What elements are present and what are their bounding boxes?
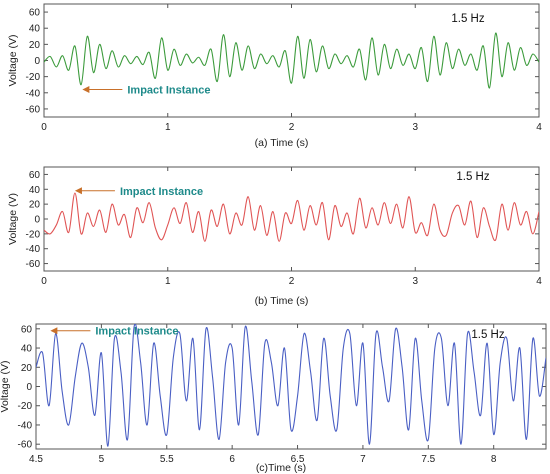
x-tick-label: 4	[536, 122, 542, 133]
y-tick-label: -60	[18, 440, 33, 451]
y-axis-title: Voltage (V)	[7, 193, 19, 245]
frequency-label: 1.5 Hz	[471, 329, 504, 341]
y-tick-label: -60	[26, 104, 41, 115]
annotation-text: Impact Instance	[95, 326, 178, 338]
y-tick-label: -40	[18, 420, 33, 431]
plot-frame	[43, 3, 540, 118]
annotation-text: Impact Instance	[127, 85, 210, 97]
x-tick-label: 3	[412, 276, 418, 287]
y-tick-label: 60	[29, 8, 41, 19]
y-tick-label: 0	[26, 382, 32, 393]
x-tick-label: 7	[360, 454, 366, 465]
x-tick-label: 4.5	[29, 454, 43, 465]
y-tick-label: 40	[29, 185, 41, 196]
x-tick-label: 1	[165, 276, 171, 287]
y-tick-label: 40	[29, 24, 41, 35]
x-tick-label: 4	[536, 276, 542, 287]
x-tick-label: 2	[289, 276, 295, 287]
panel-caption: (c)Time (s)	[256, 462, 306, 474]
y-tick-label: 0	[34, 215, 40, 226]
x-tick-label: 7.5	[421, 454, 435, 465]
annotation-arrow-head	[74, 187, 82, 195]
y-tick-label: -40	[26, 244, 41, 255]
x-tick-label: 6	[229, 454, 235, 465]
y-tick-label: -20	[26, 229, 41, 240]
y-tick-label: -20	[18, 401, 33, 412]
frequency-label: 1.5 Hz	[451, 13, 484, 25]
annotation-arrow-head	[82, 86, 90, 94]
plot-frame	[43, 166, 540, 272]
y-tick-label: 20	[29, 40, 41, 51]
panel-caption: (a) Time (s)	[255, 137, 309, 149]
y-tick-label: 20	[29, 200, 41, 211]
x-tick-label: 6.5	[291, 454, 305, 465]
y-tick-label: 60	[29, 170, 41, 181]
x-tick-label: 8	[491, 454, 497, 465]
y-tick-label: -20	[26, 72, 41, 83]
y-tick-label: 60	[21, 324, 33, 335]
x-tick-label: 0	[41, 276, 47, 287]
signal-trace	[44, 192, 539, 242]
y-axis-title: Voltage (V)	[0, 361, 11, 413]
annotation-text: Impact Instance	[120, 186, 203, 198]
y-tick-label: 20	[21, 363, 33, 374]
y-tick-label: -60	[26, 259, 41, 270]
y-axis-title: Voltage (V)	[7, 35, 19, 87]
y-tick-label: -40	[26, 88, 41, 99]
x-tick-label: 2	[289, 122, 295, 133]
x-tick-label: 0	[41, 122, 47, 133]
annotation-arrow-head	[50, 327, 58, 335]
x-tick-label: 1	[165, 122, 171, 133]
x-tick-label: 5.5	[160, 454, 174, 465]
panel-caption: (b) Time (s)	[255, 295, 309, 307]
signal-trace	[36, 324, 546, 447]
y-tick-label: 0	[34, 56, 40, 67]
y-tick-label: 40	[21, 344, 33, 355]
x-tick-label: 3	[412, 122, 418, 133]
x-tick-label: 5	[99, 454, 105, 465]
panel-c: 60 40 20 0 -20 -40 -60 4.5 5 5.5 6 6.5 7 7.5 8 Voltage …	[0, 323, 547, 474]
frequency-label: 1.5 Hz	[456, 171, 489, 183]
signal-trace	[44, 32, 539, 89]
